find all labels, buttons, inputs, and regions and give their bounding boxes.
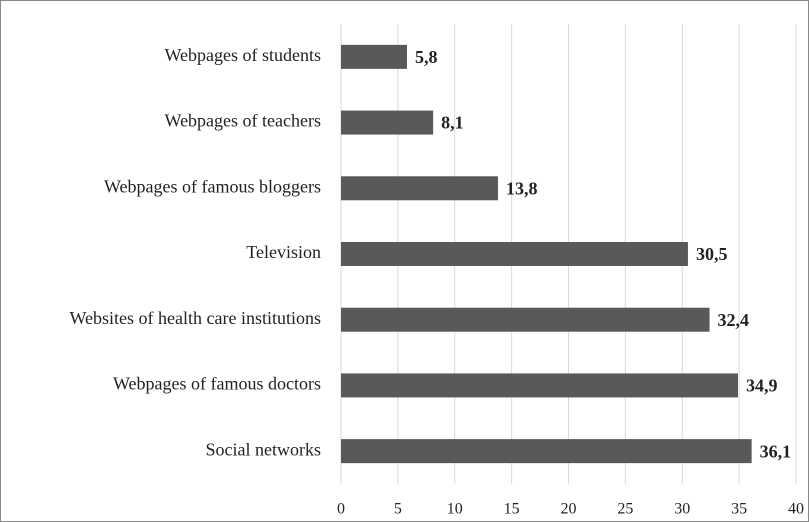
x-tick-label: 15 [504, 501, 520, 518]
bar [341, 110, 434, 135]
bar [341, 439, 752, 464]
bar [341, 242, 688, 266]
y-tick-label: Social networks [206, 439, 321, 459]
value-label: 32,4 [718, 310, 750, 330]
x-tick-label: 20 [561, 501, 577, 518]
y-tick-label: Webpages of famous bloggers [104, 176, 321, 196]
y-tick-label: Television [246, 242, 321, 262]
x-tick-label: 5 [394, 501, 402, 518]
y-tick-label: Websites of health care institutions [70, 308, 322, 328]
value-label: 5,8 [415, 47, 438, 67]
bar [341, 44, 407, 69]
x-tick-label: 25 [617, 501, 633, 518]
x-tick-label: 40 [788, 501, 804, 518]
y-tick-label: Webpages of famous doctors [113, 374, 321, 394]
x-tick-label: 30 [674, 501, 690, 518]
x-tick-label: 35 [731, 501, 747, 518]
bar [341, 176, 498, 201]
value-label: 36,1 [760, 441, 792, 461]
y-tick-label: Webpages of students [164, 45, 321, 65]
value-label: 13,8 [506, 178, 537, 198]
x-tick-label: 0 [337, 501, 345, 518]
value-label: 30,5 [696, 244, 728, 264]
x-tick-label: 10 [447, 501, 463, 518]
y-tick-label: Webpages of teachers [165, 111, 321, 131]
value-label: 8,1 [441, 113, 464, 133]
value-label: 34,9 [746, 376, 778, 396]
bar [341, 373, 738, 398]
bar [341, 307, 710, 332]
